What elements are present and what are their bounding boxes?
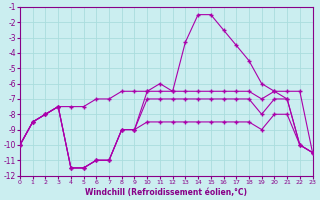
X-axis label: Windchill (Refroidissement éolien,°C): Windchill (Refroidissement éolien,°C) bbox=[85, 188, 247, 197]
